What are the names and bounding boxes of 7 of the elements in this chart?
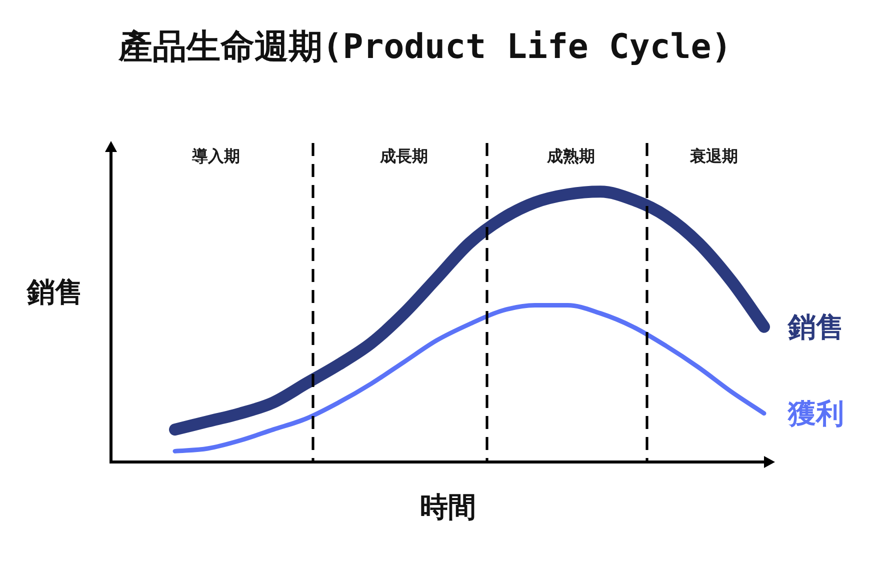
annotation: 導入期 [192, 148, 240, 166]
ylabel: 銷售 [27, 276, 83, 308]
title: 產品生命週期(Product Life Cycle) [118, 27, 732, 67]
annotation: 成長期 [380, 148, 428, 166]
annotation: 成熟期 [547, 148, 595, 166]
annotation: 衰退期 [690, 148, 738, 166]
xlabel: 時間 [420, 492, 476, 522]
